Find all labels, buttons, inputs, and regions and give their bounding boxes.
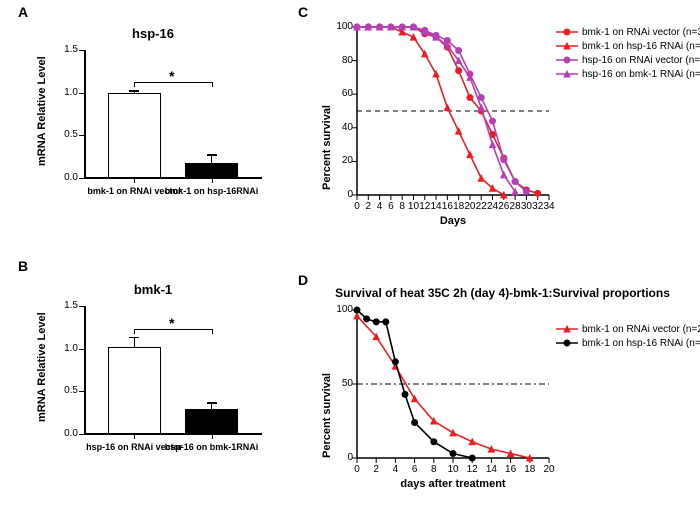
legend-item: bmk-1 on hsp-16 RNAi (n=37) bbox=[556, 336, 700, 350]
ytick-label: 80 bbox=[329, 55, 353, 66]
lineC-xlabel: Days bbox=[357, 215, 549, 227]
ytick-label: 20 bbox=[329, 155, 353, 166]
ytick-label: 1.0 bbox=[54, 87, 78, 98]
ytick-label: 1.5 bbox=[54, 300, 78, 311]
xtick-label: 0 bbox=[349, 464, 365, 475]
xtick-label: 14 bbox=[483, 464, 499, 475]
barB-ylabel: mRNA Relative Level bbox=[36, 312, 48, 422]
lineC-legend: bmk-1 on RNAi vector (n=38) bmk-1 on hsp-… bbox=[556, 25, 700, 81]
xtick-label: 34 bbox=[541, 201, 557, 212]
bar bbox=[108, 93, 161, 178]
panel-A-barchart: hsp-16 mRNA Relative Level 0.00.51.01.5b… bbox=[28, 18, 278, 228]
xtick-label: 18 bbox=[522, 464, 538, 475]
barB-plot: 0.00.51.01.5hsp-16 on RNAi vectorhsp-16 … bbox=[84, 306, 262, 434]
legend-label: hsp-16 on RNAi vector (n=42) bbox=[582, 55, 700, 66]
ytick-label: 0 bbox=[329, 189, 353, 200]
panel-D-survival: Survival of heat 35C 2h (day 4)-bmk-1:Su… bbox=[315, 288, 690, 510]
xtick-label: 12 bbox=[464, 464, 480, 475]
ytick-label: 40 bbox=[329, 122, 353, 133]
barB-title: bmk-1 bbox=[28, 282, 278, 297]
panel-letter-B: B bbox=[18, 258, 28, 274]
ytick-label: 100 bbox=[329, 21, 353, 32]
panel-letter-D: D bbox=[298, 272, 308, 288]
ytick-label: 0.0 bbox=[54, 172, 78, 183]
bar bbox=[185, 163, 238, 178]
ytick-label: 0.5 bbox=[54, 385, 78, 396]
barA-title: hsp-16 bbox=[28, 26, 278, 41]
xtick-label: 4 bbox=[387, 464, 403, 475]
legend-item: hsp-16 on RNAi vector (n=42) bbox=[556, 53, 700, 67]
ytick-label: 0 bbox=[329, 452, 353, 463]
figure-root: A B C D hsp-16 mRNA Relative Level 0.00.… bbox=[0, 0, 700, 514]
xtick-label: 6 bbox=[407, 464, 423, 475]
lineC-ylabel: Percent survival bbox=[321, 105, 333, 190]
legend-item: bmk-1 on RNAi vector (n=38) bbox=[556, 25, 700, 39]
lineD-legend: bmk-1 on RNAi vector (n=28) bmk-1 on hsp-… bbox=[556, 322, 700, 350]
ytick-label: 0.5 bbox=[54, 129, 78, 140]
xtick-label: 16 bbox=[503, 464, 519, 475]
ytick-label: 1.0 bbox=[54, 343, 78, 354]
xtick-label: 8 bbox=[426, 464, 442, 475]
legend-item: hsp-16 on bmk-1 RNAi (n=40) bbox=[556, 67, 700, 81]
panel-C-survival: Percent survival 02040608010002468101214… bbox=[315, 15, 690, 240]
ytick-label: 60 bbox=[329, 88, 353, 99]
legend-item: bmk-1 on RNAi vector (n=28) bbox=[556, 322, 700, 336]
ytick-label: 1.5 bbox=[54, 44, 78, 55]
barA-plot: 0.00.51.01.5bmk-1 on RNAi vectorbmk-1 on… bbox=[84, 50, 262, 178]
sig-star: * bbox=[169, 315, 174, 331]
legend-item: bmk-1 on hsp-16 RNAi (n=41) bbox=[556, 39, 700, 53]
legend-label: hsp-16 on bmk-1 RNAi (n=40) bbox=[582, 69, 700, 80]
lineD-plot: 05010002468101214161820 bbox=[357, 310, 549, 458]
xcat-label: hsp-16 on bmk-1RNAi bbox=[162, 442, 262, 452]
xtick-label: 2 bbox=[368, 464, 384, 475]
legend-label: bmk-1 on hsp-16 RNAi (n=37) bbox=[582, 338, 700, 349]
lineD-xlabel: days after treatment bbox=[357, 478, 549, 490]
sig-star: * bbox=[169, 68, 174, 84]
xtick-label: 20 bbox=[541, 464, 557, 475]
xtick-label: 10 bbox=[445, 464, 461, 475]
xcat-label: bmk-1 on hsp-16RNAi bbox=[162, 186, 262, 196]
lineC-plot: 0204060801000246810121416182022242628303… bbox=[357, 27, 549, 195]
legend-label: bmk-1 on hsp-16 RNAi (n=41) bbox=[582, 41, 700, 52]
legend-label: bmk-1 on RNAi vector (n=38) bbox=[582, 27, 700, 38]
legend-label: bmk-1 on RNAi vector (n=28) bbox=[582, 324, 700, 335]
ytick-label: 50 bbox=[329, 378, 353, 389]
barA-ylabel: mRNA Relative Level bbox=[36, 56, 48, 166]
panel-B-barchart: bmk-1 mRNA Relative Level 0.00.51.01.5hs… bbox=[28, 274, 278, 484]
ytick-label: 0.0 bbox=[54, 428, 78, 439]
panel-letter-C: C bbox=[298, 4, 308, 20]
lineD-title: Survival of heat 35C 2h (day 4)-bmk-1:Su… bbox=[315, 286, 690, 300]
bar bbox=[108, 347, 161, 434]
bar bbox=[185, 409, 238, 434]
ytick-label: 100 bbox=[329, 304, 353, 315]
panel-letter-A: A bbox=[18, 4, 28, 20]
